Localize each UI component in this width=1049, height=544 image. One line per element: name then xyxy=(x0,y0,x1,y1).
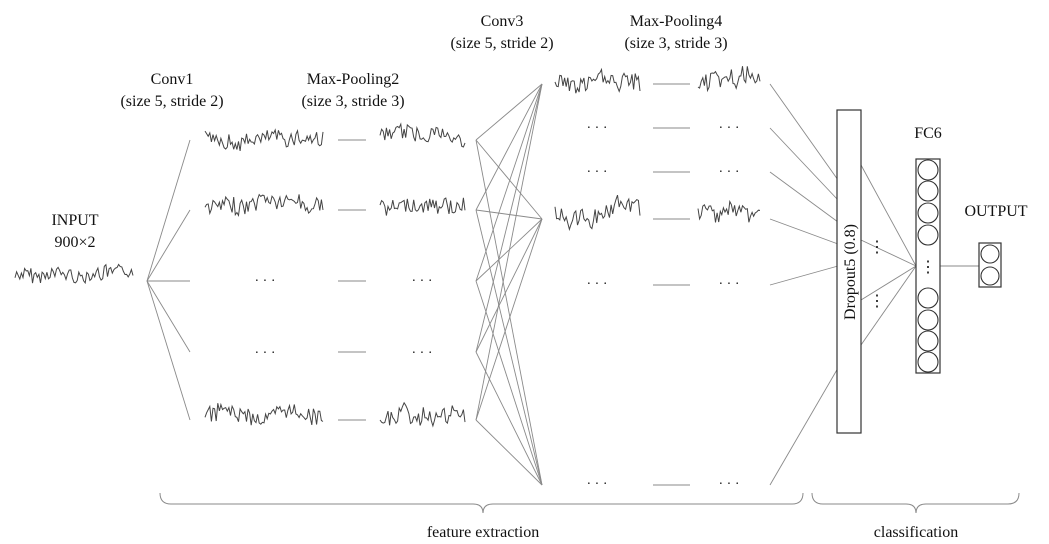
pool4-to-dropout-line-4 xyxy=(769,218,839,245)
pool2-to-conv3-line-7 xyxy=(475,83,543,421)
fc6-neurons xyxy=(917,159,939,373)
fc6-neuron-7 xyxy=(917,330,939,352)
fc6-neuron-5 xyxy=(917,287,939,309)
dropout-to-fc6-line-1 xyxy=(860,164,917,267)
conv1-signal-1 xyxy=(204,128,324,151)
pool4-to-dropout-line-6 xyxy=(769,367,839,486)
fc6-neuron-2 xyxy=(917,180,939,202)
conv1-signal-2 xyxy=(204,193,324,217)
conv3-label: Conv3 xyxy=(481,13,524,30)
pool4-to-dropout-line-1 xyxy=(769,83,839,181)
dropout-to-fc6-line-4 xyxy=(860,265,917,346)
input-label: INPUT xyxy=(51,212,98,229)
feature-extraction-label: feature extraction xyxy=(427,524,539,541)
fc6-neuron-6 xyxy=(917,309,939,331)
pool4-signal-1 xyxy=(697,66,761,93)
ellipsis-pool2-row4: · · · xyxy=(255,346,276,361)
ellipsis-conv3-row5: · · · xyxy=(587,277,608,292)
pool2-params-label: (size 3, stride 3) xyxy=(301,93,404,110)
pool2-to-conv3-line-10 xyxy=(475,83,543,282)
pool2-to-conv3-line-8 xyxy=(475,218,543,421)
fc6-neuron-8 xyxy=(917,351,939,373)
output-label: OUTPUT xyxy=(964,203,1027,220)
pool4-params-label: (size 3, stride 3) xyxy=(624,35,727,52)
pool4-signal-4 xyxy=(697,199,761,223)
input-to-conv1-line-1 xyxy=(146,139,191,282)
ellipsis-pool4-row3: · · · xyxy=(719,165,740,180)
pool2-label: Max-Pooling2 xyxy=(307,71,399,88)
conv3-params-label: (size 5, stride 2) xyxy=(450,35,553,52)
ellipsis-pool4-row2: · · · xyxy=(719,121,740,136)
fc6-neuron-3 xyxy=(917,202,939,224)
classification-label: classification xyxy=(874,524,958,541)
dropout5-box xyxy=(836,109,862,434)
pool2-signal-5 xyxy=(379,401,466,428)
pool2-to-conv3-line-6 xyxy=(475,209,543,486)
pool2-to-conv3-line-14 xyxy=(475,218,543,353)
pool2-to-conv3-line-12 xyxy=(475,280,543,486)
pool2-to-conv3-line-13 xyxy=(475,83,543,353)
input-to-conv1-line-4 xyxy=(146,280,191,353)
ellipsis-pool2-row3: · · · xyxy=(255,274,276,289)
conv1-label: Conv1 xyxy=(151,71,194,88)
conv3-signal-1 xyxy=(554,67,641,94)
connection-lines xyxy=(146,83,979,486)
pool2-to-conv3-line-11 xyxy=(475,218,543,282)
ellipsis-conv3-row6: · · · xyxy=(587,477,608,492)
ellipsis-conv3-row3: · · · xyxy=(587,165,608,180)
pool2-to-conv3-line-9 xyxy=(475,419,543,486)
pool4-label: Max-Pooling4 xyxy=(630,13,722,30)
pool4-to-dropout-line-2 xyxy=(769,127,839,201)
vertical-ellipsis-upper: ⋮ xyxy=(869,239,885,256)
dropout-to-fc6-line-2 xyxy=(860,239,917,267)
classification-brace xyxy=(811,492,1020,514)
pool4-to-dropout-line-5 xyxy=(769,265,839,286)
ellipsis-pool4-row6: · · · xyxy=(719,477,740,492)
input-signal xyxy=(14,263,134,285)
conv1-params-label: (size 5, stride 2) xyxy=(120,93,223,110)
ellipsis-pool4-row5: · · · xyxy=(719,277,740,292)
input-to-conv1-line-5 xyxy=(146,280,191,421)
pool2-to-conv3-line-4 xyxy=(475,83,543,211)
pool2-signal-1 xyxy=(379,122,466,148)
pool2-to-conv3-line-3 xyxy=(475,139,543,486)
pool2-to-conv3-line-1 xyxy=(475,83,543,141)
fc6-neuron-4 xyxy=(917,224,939,246)
fc6-label: FC6 xyxy=(914,125,942,142)
fc6-neuron-1 xyxy=(917,159,939,181)
dropout-to-fc6-line-3 xyxy=(860,265,917,301)
input-size-label: 900×2 xyxy=(54,234,95,251)
dropout5-label: Dropout5 (0.8) xyxy=(842,224,859,320)
output-neuron-1 xyxy=(980,244,1000,264)
feature-extraction-brace xyxy=(159,492,804,514)
pool2-to-conv3-line-2 xyxy=(475,139,543,220)
pool2-to-conv3-line-5 xyxy=(475,209,543,220)
ellipsis-pool2b-row3: · · · xyxy=(412,274,433,289)
input-to-conv1-line-2 xyxy=(146,209,191,282)
conv1-signal-5 xyxy=(204,402,324,426)
fc6-vertical-ellipsis: ⋮ xyxy=(920,259,936,276)
pool4-to-dropout-line-3 xyxy=(769,171,839,223)
pool2-signal-2 xyxy=(379,197,466,216)
pool2-to-conv3-line-15 xyxy=(475,351,543,486)
conv3-signal-4 xyxy=(554,194,641,232)
output-neuron-2 xyxy=(980,266,1000,286)
signal-waveforms xyxy=(14,66,761,428)
ellipsis-pool2b-row4: · · · xyxy=(412,346,433,361)
ellipsis-conv3-row2: · · · xyxy=(587,121,608,136)
vertical-ellipsis-lower: ⋮ xyxy=(869,293,885,310)
